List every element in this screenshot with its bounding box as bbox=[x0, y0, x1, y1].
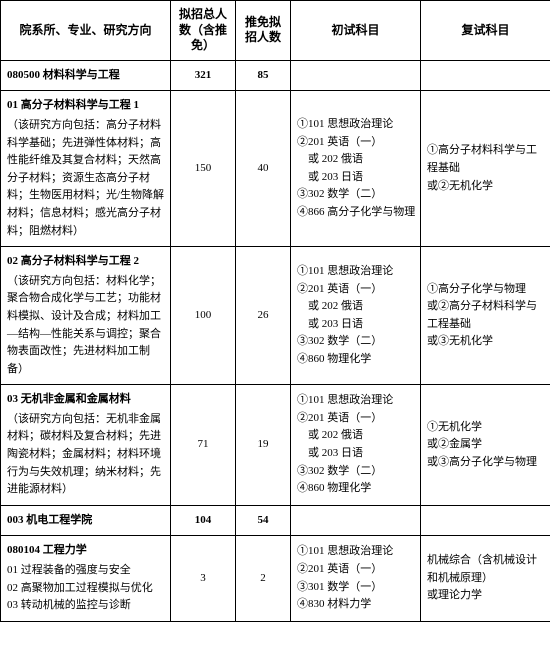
exam1-cell: ①101 思想政治理论②201 英语（一）③301 数学（一）④830 材料力学 bbox=[291, 536, 421, 621]
rec-cell: 19 bbox=[236, 385, 291, 506]
exam1-line: 或 203 日语 bbox=[297, 316, 416, 334]
header-rec: 推免拟招人数 bbox=[236, 1, 291, 61]
exam2-cell: 机械综合（含机械设计和机械原理）或理论力学 bbox=[421, 536, 550, 621]
dept-cell: 080104 工程力学 01 过程装备的强度与安全02 高聚物加工过程模拟与优化0… bbox=[1, 536, 171, 621]
direction-detail: （该研究方向包括：材料化学；聚合物合成化学与工艺；功能材料模拟、设计及合成；材料… bbox=[7, 275, 161, 375]
total-cell: 150 bbox=[171, 91, 236, 247]
exam2-line: 或③高分子化学与物理 bbox=[427, 454, 546, 472]
total-cell: 71 bbox=[171, 385, 236, 506]
exam2-line: 机械综合（含机械设计和机械原理） bbox=[427, 552, 546, 587]
data-row: 02 高分子材料科学与工程 2 （该研究方向包括：材料化学；聚合物合成化学与工艺；… bbox=[1, 247, 550, 385]
rec-cell: 85 bbox=[236, 60, 291, 91]
exam1-line: 或 202 俄语 bbox=[297, 427, 416, 445]
dept-cell: 02 高分子材料科学与工程 2 （该研究方向包括：材料化学；聚合物合成化学与工艺；… bbox=[1, 247, 171, 385]
total-cell: 104 bbox=[171, 505, 236, 536]
exam1-line: ②201 英语（一） bbox=[297, 134, 416, 152]
exam1-line: ③302 数学（二） bbox=[297, 186, 416, 204]
dept-cell: 080500 材料科学与工程 bbox=[1, 60, 171, 91]
direction-detail: （该研究方向包括：无机非金属材料；碳材料及复合材料；先进陶瓷材料；金属材料；材料… bbox=[7, 413, 161, 495]
exam2-line: 或②高分子材料科学与工程基础 bbox=[427, 298, 546, 333]
exam1-line: ①101 思想政治理论 bbox=[297, 392, 416, 410]
header-row: 院系所、专业、研究方向 拟招总人数（含推免） 推免拟招人数 初试科目 复试科目 bbox=[1, 1, 550, 61]
exam2-line: 或②无机化学 bbox=[427, 178, 546, 196]
exam1-line: ④866 高分子化学与物理 bbox=[297, 204, 416, 222]
exam2-line: ①高分子材料科学与工程基础 bbox=[427, 142, 546, 177]
exam1-line: ①101 思想政治理论 bbox=[297, 543, 416, 561]
exam1-line: ③301 数学（一） bbox=[297, 579, 416, 597]
data-row: 080104 工程力学 01 过程装备的强度与安全02 高聚物加工过程模拟与优化0… bbox=[1, 536, 550, 621]
admissions-table: 院系所、专业、研究方向 拟招总人数（含推免） 推免拟招人数 初试科目 复试科目 … bbox=[0, 0, 550, 622]
section-row: 080500 材料科学与工程32185 bbox=[1, 60, 550, 91]
data-row: 03 无机非金属和金属材料 （该研究方向包括：无机非金属材料；碳材料及复合材料；先… bbox=[1, 385, 550, 506]
rec-cell: 26 bbox=[236, 247, 291, 385]
direction-subline: 01 过程装备的强度与安全 bbox=[7, 562, 166, 580]
direction-subline: 02 高聚物加工过程模拟与优化 bbox=[7, 580, 166, 598]
dept-cell: 003 机电工程学院 bbox=[1, 505, 171, 536]
header-exam1: 初试科目 bbox=[291, 1, 421, 61]
header-total: 拟招总人数（含推免） bbox=[171, 1, 236, 61]
header-dept: 院系所、专业、研究方向 bbox=[1, 1, 171, 61]
exam1-cell bbox=[291, 60, 421, 91]
exam1-line: ①101 思想政治理论 bbox=[297, 263, 416, 281]
exam1-line: ④830 材料力学 bbox=[297, 596, 416, 614]
rec-cell: 54 bbox=[236, 505, 291, 536]
direction-title: 03 无机非金属和金属材料 bbox=[7, 391, 166, 409]
header-exam2: 复试科目 bbox=[421, 1, 550, 61]
direction-title: 01 高分子材料科学与工程 1 bbox=[7, 97, 166, 115]
exam1-cell bbox=[291, 505, 421, 536]
section-row: 003 机电工程学院10454 bbox=[1, 505, 550, 536]
exam1-cell: ①101 思想政治理论②201 英语（一） 或 202 俄语 或 203 日语③… bbox=[291, 385, 421, 506]
exam2-line: 或理论力学 bbox=[427, 587, 546, 605]
rec-cell: 2 bbox=[236, 536, 291, 621]
exam1-line: 或 203 日语 bbox=[297, 169, 416, 187]
direction-title: 080104 工程力学 bbox=[7, 542, 166, 560]
exam1-line: ③302 数学（二） bbox=[297, 463, 416, 481]
exam1-cell: ①101 思想政治理论②201 英语（一） 或 202 俄语 或 203 日语③… bbox=[291, 247, 421, 385]
exam2-cell: ①无机化学或②金属学或③高分子化学与物理 bbox=[421, 385, 550, 506]
total-cell: 321 bbox=[171, 60, 236, 91]
exam1-line: 或 202 俄语 bbox=[297, 298, 416, 316]
exam2-cell: ①高分子材料科学与工程基础或②无机化学 bbox=[421, 91, 550, 247]
exam1-cell: ①101 思想政治理论②201 英语（一） 或 202 俄语 或 203 日语③… bbox=[291, 91, 421, 247]
exam2-line: ①无机化学 bbox=[427, 419, 546, 437]
exam1-line: 或 203 日语 bbox=[297, 445, 416, 463]
exam2-cell: ①高分子化学与物理或②高分子材料科学与工程基础或③无机化学 bbox=[421, 247, 550, 385]
exam1-line: 或 202 俄语 bbox=[297, 151, 416, 169]
rec-cell: 40 bbox=[236, 91, 291, 247]
dept-cell: 03 无机非金属和金属材料 （该研究方向包括：无机非金属材料；碳材料及复合材料；先… bbox=[1, 385, 171, 506]
exam1-line: ③302 数学（二） bbox=[297, 333, 416, 351]
total-cell: 100 bbox=[171, 247, 236, 385]
data-row: 01 高分子材料科学与工程 1 （该研究方向包括：高分子材料科学基础；先进弹性体材… bbox=[1, 91, 550, 247]
total-cell: 3 bbox=[171, 536, 236, 621]
exam2-cell bbox=[421, 505, 550, 536]
exam1-line: ②201 英语（一） bbox=[297, 561, 416, 579]
exam2-line: ①高分子化学与物理 bbox=[427, 281, 546, 299]
exam1-line: ②201 英语（一） bbox=[297, 281, 416, 299]
exam1-line: ①101 思想政治理论 bbox=[297, 116, 416, 134]
exam2-cell bbox=[421, 60, 550, 91]
exam2-line: 或③无机化学 bbox=[427, 333, 546, 351]
dept-cell: 01 高分子材料科学与工程 1 （该研究方向包括：高分子材料科学基础；先进弹性体材… bbox=[1, 91, 171, 247]
direction-subline: 03 转动机械的监控与诊断 bbox=[7, 597, 166, 615]
direction-title: 02 高分子材料科学与工程 2 bbox=[7, 253, 166, 271]
exam1-line: ④860 物理化学 bbox=[297, 351, 416, 369]
exam1-line: ②201 英语（一） bbox=[297, 410, 416, 428]
exam1-line: ④860 物理化学 bbox=[297, 480, 416, 498]
exam2-line: 或②金属学 bbox=[427, 436, 546, 454]
direction-detail: （该研究方向包括：高分子材料科学基础；先进弹性体材料；高性能纤维及其复合材料；天… bbox=[7, 119, 164, 237]
